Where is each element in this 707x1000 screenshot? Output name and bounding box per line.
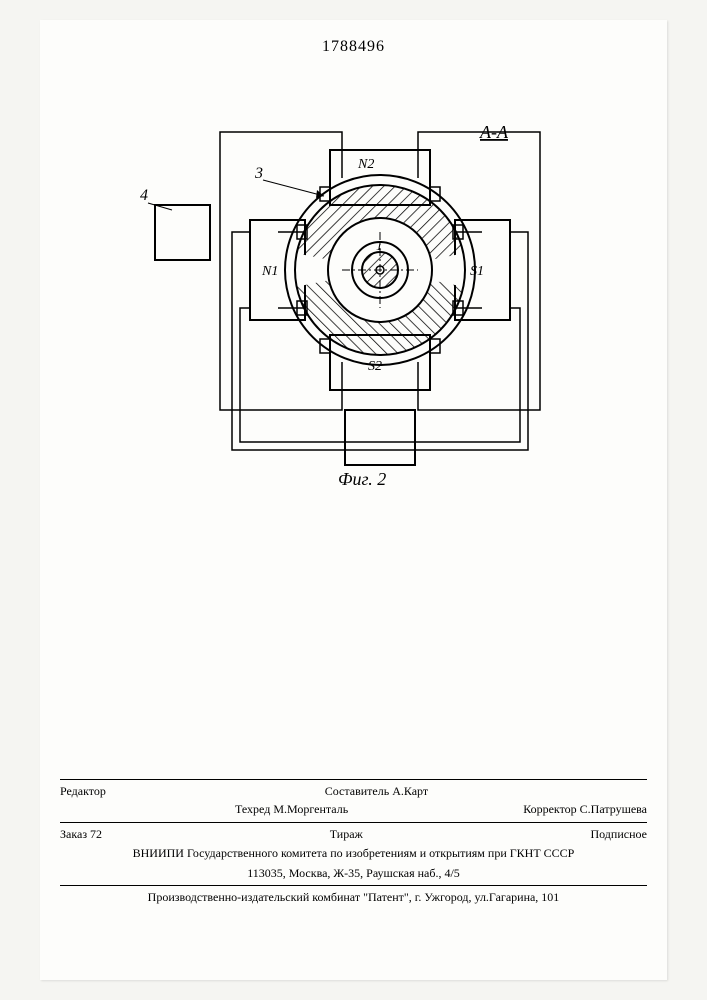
patent-number: 1788496 [322,38,385,56]
left-power-block [155,205,210,260]
figure-caption: Фиг. 2 [338,469,386,489]
order: Заказ 72 [60,827,102,843]
rule-2 [60,822,647,823]
diagram: А-А N2 S1 S2 N1 [120,110,580,490]
address: 113035, Москва, Ж-35, Раушская наб., 4/5 [60,866,647,882]
pole-label-bottom: S2 [368,359,382,374]
pole-label-left: N1 [261,264,278,279]
editor-label: Редактор [60,784,106,800]
rule-3 [60,885,647,886]
callout-1: 1 [376,238,383,253]
bottom-power-block [345,410,415,465]
pole-label-right: S1 [470,264,484,279]
callout-3: 3 [254,165,263,182]
page: 1788496 А-А N2 [40,20,667,980]
tehred: Техред М.Моргенталь [235,802,348,818]
compiler: Составитель А.Карт [325,784,428,800]
callout-4: 4 [140,187,148,204]
subscription: Подписное [590,827,647,843]
vniipi: ВНИИПИ Государственного комитета по изоб… [60,846,647,862]
corrector: Корректор С.Патрушева [523,802,647,818]
pole-label-top: N2 [357,157,374,172]
printer: Производственно-издательский комбинат "П… [60,890,647,906]
tirazh: Тираж [330,827,363,843]
rule-1 [60,779,647,780]
imprint: Редактор Составитель А.Карт Техред М.Мор… [60,775,647,910]
